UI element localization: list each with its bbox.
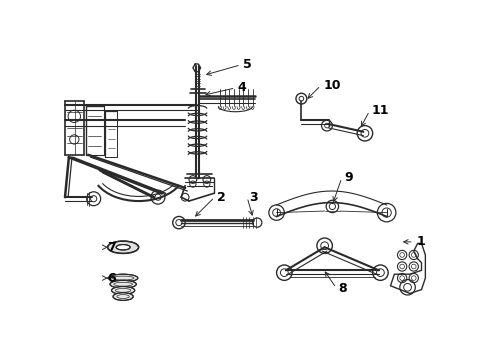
Ellipse shape: [107, 241, 138, 253]
Ellipse shape: [110, 280, 136, 288]
Text: 11: 11: [371, 104, 388, 117]
Text: 9: 9: [343, 171, 352, 184]
Ellipse shape: [116, 244, 130, 250]
Ellipse shape: [108, 274, 138, 282]
Text: 5: 5: [243, 58, 251, 71]
Text: 2: 2: [217, 191, 225, 204]
Text: 3: 3: [249, 191, 258, 204]
Text: 6: 6: [107, 271, 115, 284]
Text: 4: 4: [237, 81, 246, 94]
Text: 1: 1: [415, 235, 424, 248]
Ellipse shape: [113, 293, 133, 300]
Text: 10: 10: [323, 79, 340, 92]
Text: 7: 7: [107, 241, 115, 254]
Ellipse shape: [111, 287, 135, 294]
Polygon shape: [390, 243, 425, 293]
Text: 8: 8: [338, 282, 346, 294]
